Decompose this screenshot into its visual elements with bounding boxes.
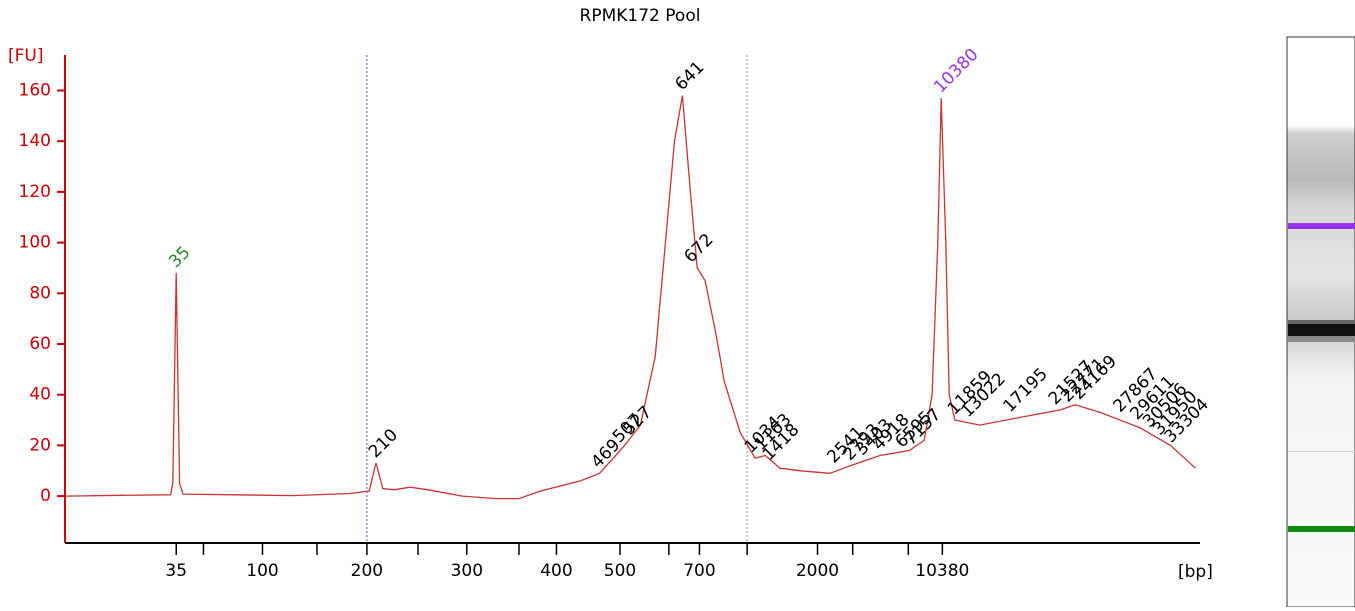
- x-tick-label: 700: [683, 561, 715, 581]
- x-tick-label: 2000: [796, 561, 839, 581]
- y-tick-label: 60: [29, 334, 51, 354]
- gel-band-lower-marker: [1288, 526, 1355, 532]
- y-tick-label: 140: [19, 131, 51, 151]
- peak-label: 210: [365, 425, 402, 462]
- gel-band: [1288, 451, 1355, 452]
- y-tick-label: 20: [29, 435, 51, 455]
- x-tick-label: 100: [246, 561, 278, 581]
- y-tick-label: 100: [19, 233, 51, 253]
- x-tick-label: 35: [165, 561, 187, 581]
- y-tick-label: 0: [40, 486, 51, 506]
- y-tick-label: 120: [19, 182, 51, 202]
- x-tick-label: 400: [540, 561, 572, 581]
- x-tick-label: 300: [451, 561, 483, 581]
- y-tick-label: 160: [19, 80, 51, 100]
- peak-label: 17195: [999, 364, 1051, 416]
- peak-label: 35: [165, 243, 194, 272]
- y-tick-label: 80: [29, 283, 51, 303]
- y-axis-label: [FU]: [8, 46, 44, 66]
- peak-label: 10380: [930, 45, 982, 97]
- gel-band: [1288, 336, 1355, 342]
- peak-label: 672: [680, 230, 717, 267]
- x-tick-label: 200: [351, 561, 383, 581]
- trace: [64, 95, 1196, 500]
- gel-band-upper-marker: [1288, 223, 1355, 229]
- chart-title: RPMK172 Pool: [580, 6, 701, 26]
- gel-lane: [1286, 36, 1355, 608]
- y-tick-label: 40: [29, 385, 51, 405]
- peak-label: 641: [671, 58, 708, 95]
- gel-band: [1288, 324, 1355, 336]
- x-axis-label: [bp]: [1178, 562, 1213, 582]
- x-tick-label: 500: [604, 561, 636, 581]
- x-tick-label: 10380: [915, 561, 969, 581]
- gel-band: [1288, 320, 1355, 324]
